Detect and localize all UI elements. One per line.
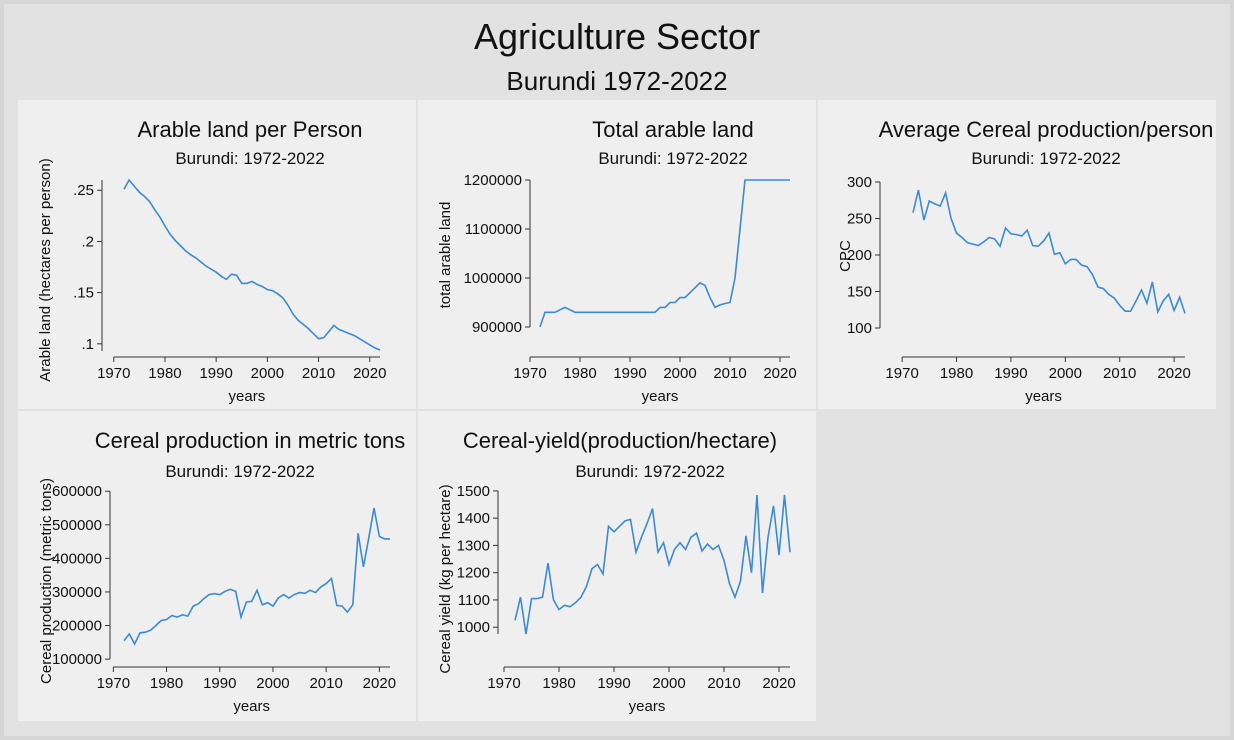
y-tick-label: .2	[81, 233, 94, 250]
chart-cereal-production: Cereal production in metric tons Burundi:…	[18, 411, 416, 721]
x-tick-label: 1980	[148, 365, 181, 382]
series-line	[539, 179, 790, 328]
x-tick-label: 1980	[542, 675, 575, 692]
x-tick-label: 1980	[150, 675, 183, 692]
y-tick-label: 200000	[52, 618, 102, 635]
chart-svg: Cereal production in metric tons Burundi:…	[38, 428, 406, 715]
y-tick-label: 1500	[457, 483, 490, 500]
panel-title: Cereal production in metric tons	[95, 428, 406, 453]
x-tick-label: 1970	[97, 365, 130, 382]
x-tick-label: 2020	[763, 365, 796, 382]
y-tick-label: 1000000	[464, 270, 522, 287]
x-axis-label: years	[1025, 388, 1062, 405]
panel-subtitle: Burundi: 1972-2022	[175, 149, 324, 168]
series-line	[123, 507, 390, 646]
y-axis-label: total arable land	[437, 202, 454, 309]
x-tick-label: 2020	[1157, 365, 1190, 382]
x-axis-label: years	[642, 388, 679, 405]
y-tick-label: 150	[847, 284, 872, 301]
x-tick-label: 2020	[363, 675, 396, 692]
x-tick-label: 1970	[97, 675, 130, 692]
chart-cereal-yield: Cereal-yield(production/hectare) Burundi:…	[418, 411, 816, 721]
panel-subtitle: Burundi: 1972-2022	[598, 149, 747, 168]
x-tick-label: 1990	[994, 365, 1027, 382]
x-tick-label: 1970	[487, 675, 520, 692]
series-line	[514, 494, 791, 635]
y-axis-label: CPC	[837, 240, 854, 272]
panel-title: Arable land per Person	[137, 117, 362, 142]
y-axis-label: Arable land (hectares per person)	[37, 158, 54, 381]
x-tick-label: 2010	[713, 365, 746, 382]
y-axis-label: Cereal yield (kg per hectare)	[437, 484, 454, 673]
y-tick-label: 1100000	[465, 221, 522, 238]
figure-title: Agriculture Sector	[473, 16, 761, 57]
chart-average-cereal-production-per-person: Average Cereal production/person Burundi:…	[818, 100, 1216, 409]
y-tick-label: 600000	[52, 483, 102, 500]
y-tick-label: 1400	[457, 510, 490, 527]
x-tick-label: 2010	[1103, 365, 1136, 382]
x-tick-label: 2000	[256, 675, 289, 692]
y-tick-label: 250	[847, 211, 872, 228]
y-tick-label: 300	[847, 174, 872, 191]
x-tick-label: 2000	[251, 365, 284, 382]
x-tick-label: 1990	[597, 675, 630, 692]
x-tick-label: 2020	[762, 675, 795, 692]
chart-svg: Cereal-yield(production/hectare) Burundi:…	[437, 428, 796, 715]
y-tick-label: 1200000	[464, 172, 522, 189]
y-tick-label: .25	[73, 182, 94, 199]
y-tick-label: .1	[81, 336, 94, 353]
y-tick-label: 900000	[472, 319, 522, 336]
y-tick-label: 100	[847, 320, 872, 337]
chart-svg: Average Cereal production/person Burundi:…	[837, 117, 1214, 405]
panel-title: Average Cereal production/person	[879, 117, 1214, 142]
chart-arable-land-per-person: Arable land per Person Burundi: 1972-2022…	[18, 100, 416, 409]
panel-subtitle: Burundi: 1972-2022	[575, 462, 724, 481]
y-tick-label: .15	[73, 285, 94, 302]
y-tick-label: 1100	[458, 592, 490, 609]
y-tick-label: 500000	[52, 517, 102, 534]
y-tick-label: 100000	[52, 651, 102, 668]
x-tick-label: 2000	[652, 675, 685, 692]
chart-svg: Total arable land Burundi: 1972-2022 1970 1…	[437, 117, 797, 405]
panel-title: Cereal-yield(production/hectare)	[463, 428, 777, 453]
x-tick-label: 1980	[940, 365, 973, 382]
series-line	[912, 189, 1186, 315]
x-tick-label: 1970	[885, 365, 918, 382]
x-tick-label: 2000	[663, 365, 696, 382]
y-tick-label: 1200	[457, 565, 490, 582]
panel-subtitle: Burundi: 1972-2022	[971, 149, 1120, 168]
x-tick-label: 2020	[353, 365, 386, 382]
x-tick-label: 1990	[203, 675, 236, 692]
x-tick-label: 2000	[1049, 365, 1082, 382]
x-tick-label: 2010	[309, 675, 342, 692]
y-tick-label: 300000	[52, 584, 102, 601]
chart-svg: Arable land per Person Burundi: 1972-2022…	[37, 117, 386, 405]
y-tick-label: 1000	[457, 619, 490, 636]
x-axis-label: years	[233, 698, 270, 715]
x-tick-label: 1970	[513, 365, 546, 382]
x-tick-label: 1990	[613, 365, 646, 382]
y-tick-label: 400000	[52, 550, 102, 567]
panel-subtitle: Burundi: 1972-2022	[165, 462, 314, 481]
figure-subtitle: Burundi 1972-2022	[506, 66, 728, 96]
x-axis-label: years	[229, 388, 266, 405]
x-axis-label: years	[629, 698, 666, 715]
chart-total-arable-land: Total arable land Burundi: 1972-2022 1970 1…	[418, 100, 816, 409]
x-tick-label: 1980	[563, 365, 596, 382]
y-axis-label: Cereal production (metric tons)	[38, 478, 55, 684]
y-tick-label: 200	[847, 247, 872, 264]
series-line	[123, 178, 381, 351]
x-tick-label: 2010	[707, 675, 740, 692]
panel-title: Total arable land	[592, 117, 753, 142]
y-tick-label: 1300	[457, 537, 490, 554]
x-tick-label: 2010	[302, 365, 335, 382]
x-tick-label: 1990	[199, 365, 232, 382]
